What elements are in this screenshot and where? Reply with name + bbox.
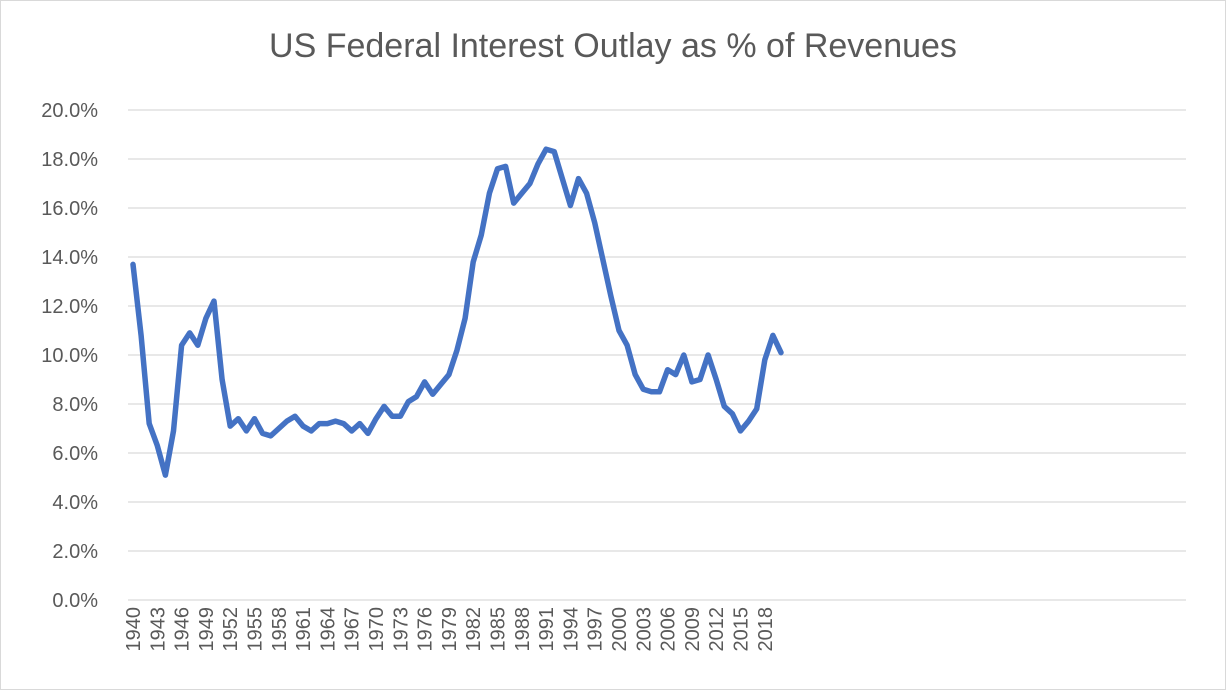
y-tick-label: 0.0% <box>52 590 98 612</box>
x-tick-label: 2015 <box>731 607 753 652</box>
x-tick-label: 2000 <box>609 607 631 652</box>
y-tick-label: 2.0% <box>52 541 98 563</box>
chart-title: US Federal Interest Outlay as % of Reven… <box>269 27 957 65</box>
gridlines <box>128 109 1186 601</box>
x-tick-label: 1991 <box>536 607 558 652</box>
x-tick-label: 1946 <box>172 607 194 652</box>
x-tick-label: 2003 <box>633 607 655 652</box>
x-tick-label: 1961 <box>293 607 315 652</box>
x-tick-label: 1943 <box>147 607 169 652</box>
x-tick-label: 2006 <box>658 607 680 652</box>
y-axis-tick-labels: 0.0% 2.0% 4.0% 6.0% 8.0% 10.0% 12.0% 14.0% 16.0%… <box>41 100 98 612</box>
x-tick-label: 1970 <box>366 607 388 652</box>
x-tick-label: 1958 <box>269 607 291 652</box>
x-tick-label: 1979 <box>439 607 461 652</box>
x-tick-label: 1949 <box>196 607 218 652</box>
x-tick-label: 1940 <box>123 607 145 652</box>
x-tick-label: 2012 <box>706 607 728 652</box>
y-tick-label: 6.0% <box>52 443 98 465</box>
x-tick-label: 1967 <box>342 607 364 652</box>
y-tick-label: 20.0% <box>41 100 98 122</box>
y-tick-label: 18.0% <box>41 149 98 171</box>
x-tick-label: 1952 <box>220 607 242 652</box>
series-line <box>130 146 784 478</box>
x-tick-label: 1997 <box>585 607 607 652</box>
x-tick-label: 1982 <box>463 607 485 652</box>
y-tick-label: 14.0% <box>41 247 98 269</box>
x-tick-label: 2018 <box>755 607 777 652</box>
x-tick-label: 1973 <box>390 607 412 652</box>
y-tick-label: 10.0% <box>41 345 98 367</box>
y-tick-label: 8.0% <box>52 394 98 416</box>
y-tick-label: 12.0% <box>41 296 98 318</box>
x-tick-label: 1964 <box>317 607 339 652</box>
y-tick-label: 4.0% <box>52 492 98 514</box>
series-points <box>132 149 782 476</box>
x-tick-label: 1976 <box>415 607 437 652</box>
x-tick-label: 2009 <box>682 607 704 652</box>
x-axis-tick-labels: 1940 1943 1946 1949 1952 1955 1958 1961 1964 1967… <box>123 607 777 652</box>
x-tick-label: 1988 <box>512 607 534 652</box>
x-tick-label: 1994 <box>560 607 582 652</box>
x-tick-label: 1955 <box>245 607 267 652</box>
x-tick-label: 1985 <box>488 607 510 652</box>
y-tick-label: 16.0% <box>41 198 98 220</box>
